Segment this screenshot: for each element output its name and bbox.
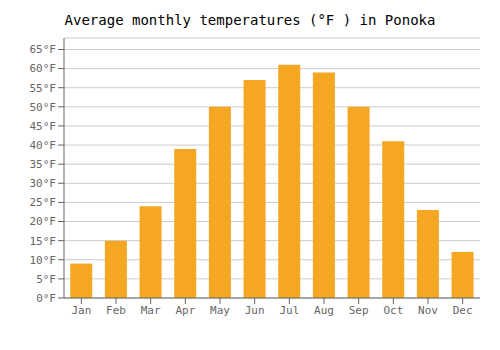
- svg-text:Sep: Sep: [349, 304, 369, 317]
- svg-text:5°F: 5°F: [36, 273, 56, 286]
- svg-text:55°F: 55°F: [30, 82, 57, 95]
- svg-text:Nov: Nov: [418, 304, 438, 317]
- svg-text:20°F: 20°F: [30, 215, 57, 228]
- svg-text:Mar: Mar: [141, 304, 161, 317]
- svg-text:65°F: 65°F: [30, 43, 57, 56]
- svg-text:60°F: 60°F: [30, 62, 57, 75]
- svg-text:45°F: 45°F: [30, 120, 57, 133]
- svg-text:10°F: 10°F: [30, 254, 57, 267]
- svg-text:May: May: [210, 304, 230, 317]
- svg-text:25°F: 25°F: [30, 196, 57, 209]
- svg-text:Oct: Oct: [383, 304, 403, 317]
- svg-text:Aug: Aug: [314, 304, 334, 317]
- svg-text:40°F: 40°F: [30, 139, 57, 152]
- svg-text:30°F: 30°F: [30, 177, 57, 190]
- svg-text:Feb: Feb: [106, 304, 126, 317]
- svg-text:Apr: Apr: [175, 304, 195, 317]
- svg-text:Jan: Jan: [71, 304, 91, 317]
- svg-text:50°F: 50°F: [30, 101, 57, 114]
- svg-text:Jul: Jul: [279, 304, 299, 317]
- svg-text:Jun: Jun: [245, 304, 265, 317]
- svg-text:0°F: 0°F: [36, 292, 56, 305]
- html-text:Average monthly temperatures (: Average monthly temperatures (°F ) in Po…: [64, 12, 436, 28]
- svg-text:35°F: 35°F: [30, 158, 57, 171]
- svg-text:Dec: Dec: [453, 304, 473, 317]
- svg-text:15°F: 15°F: [30, 235, 57, 248]
